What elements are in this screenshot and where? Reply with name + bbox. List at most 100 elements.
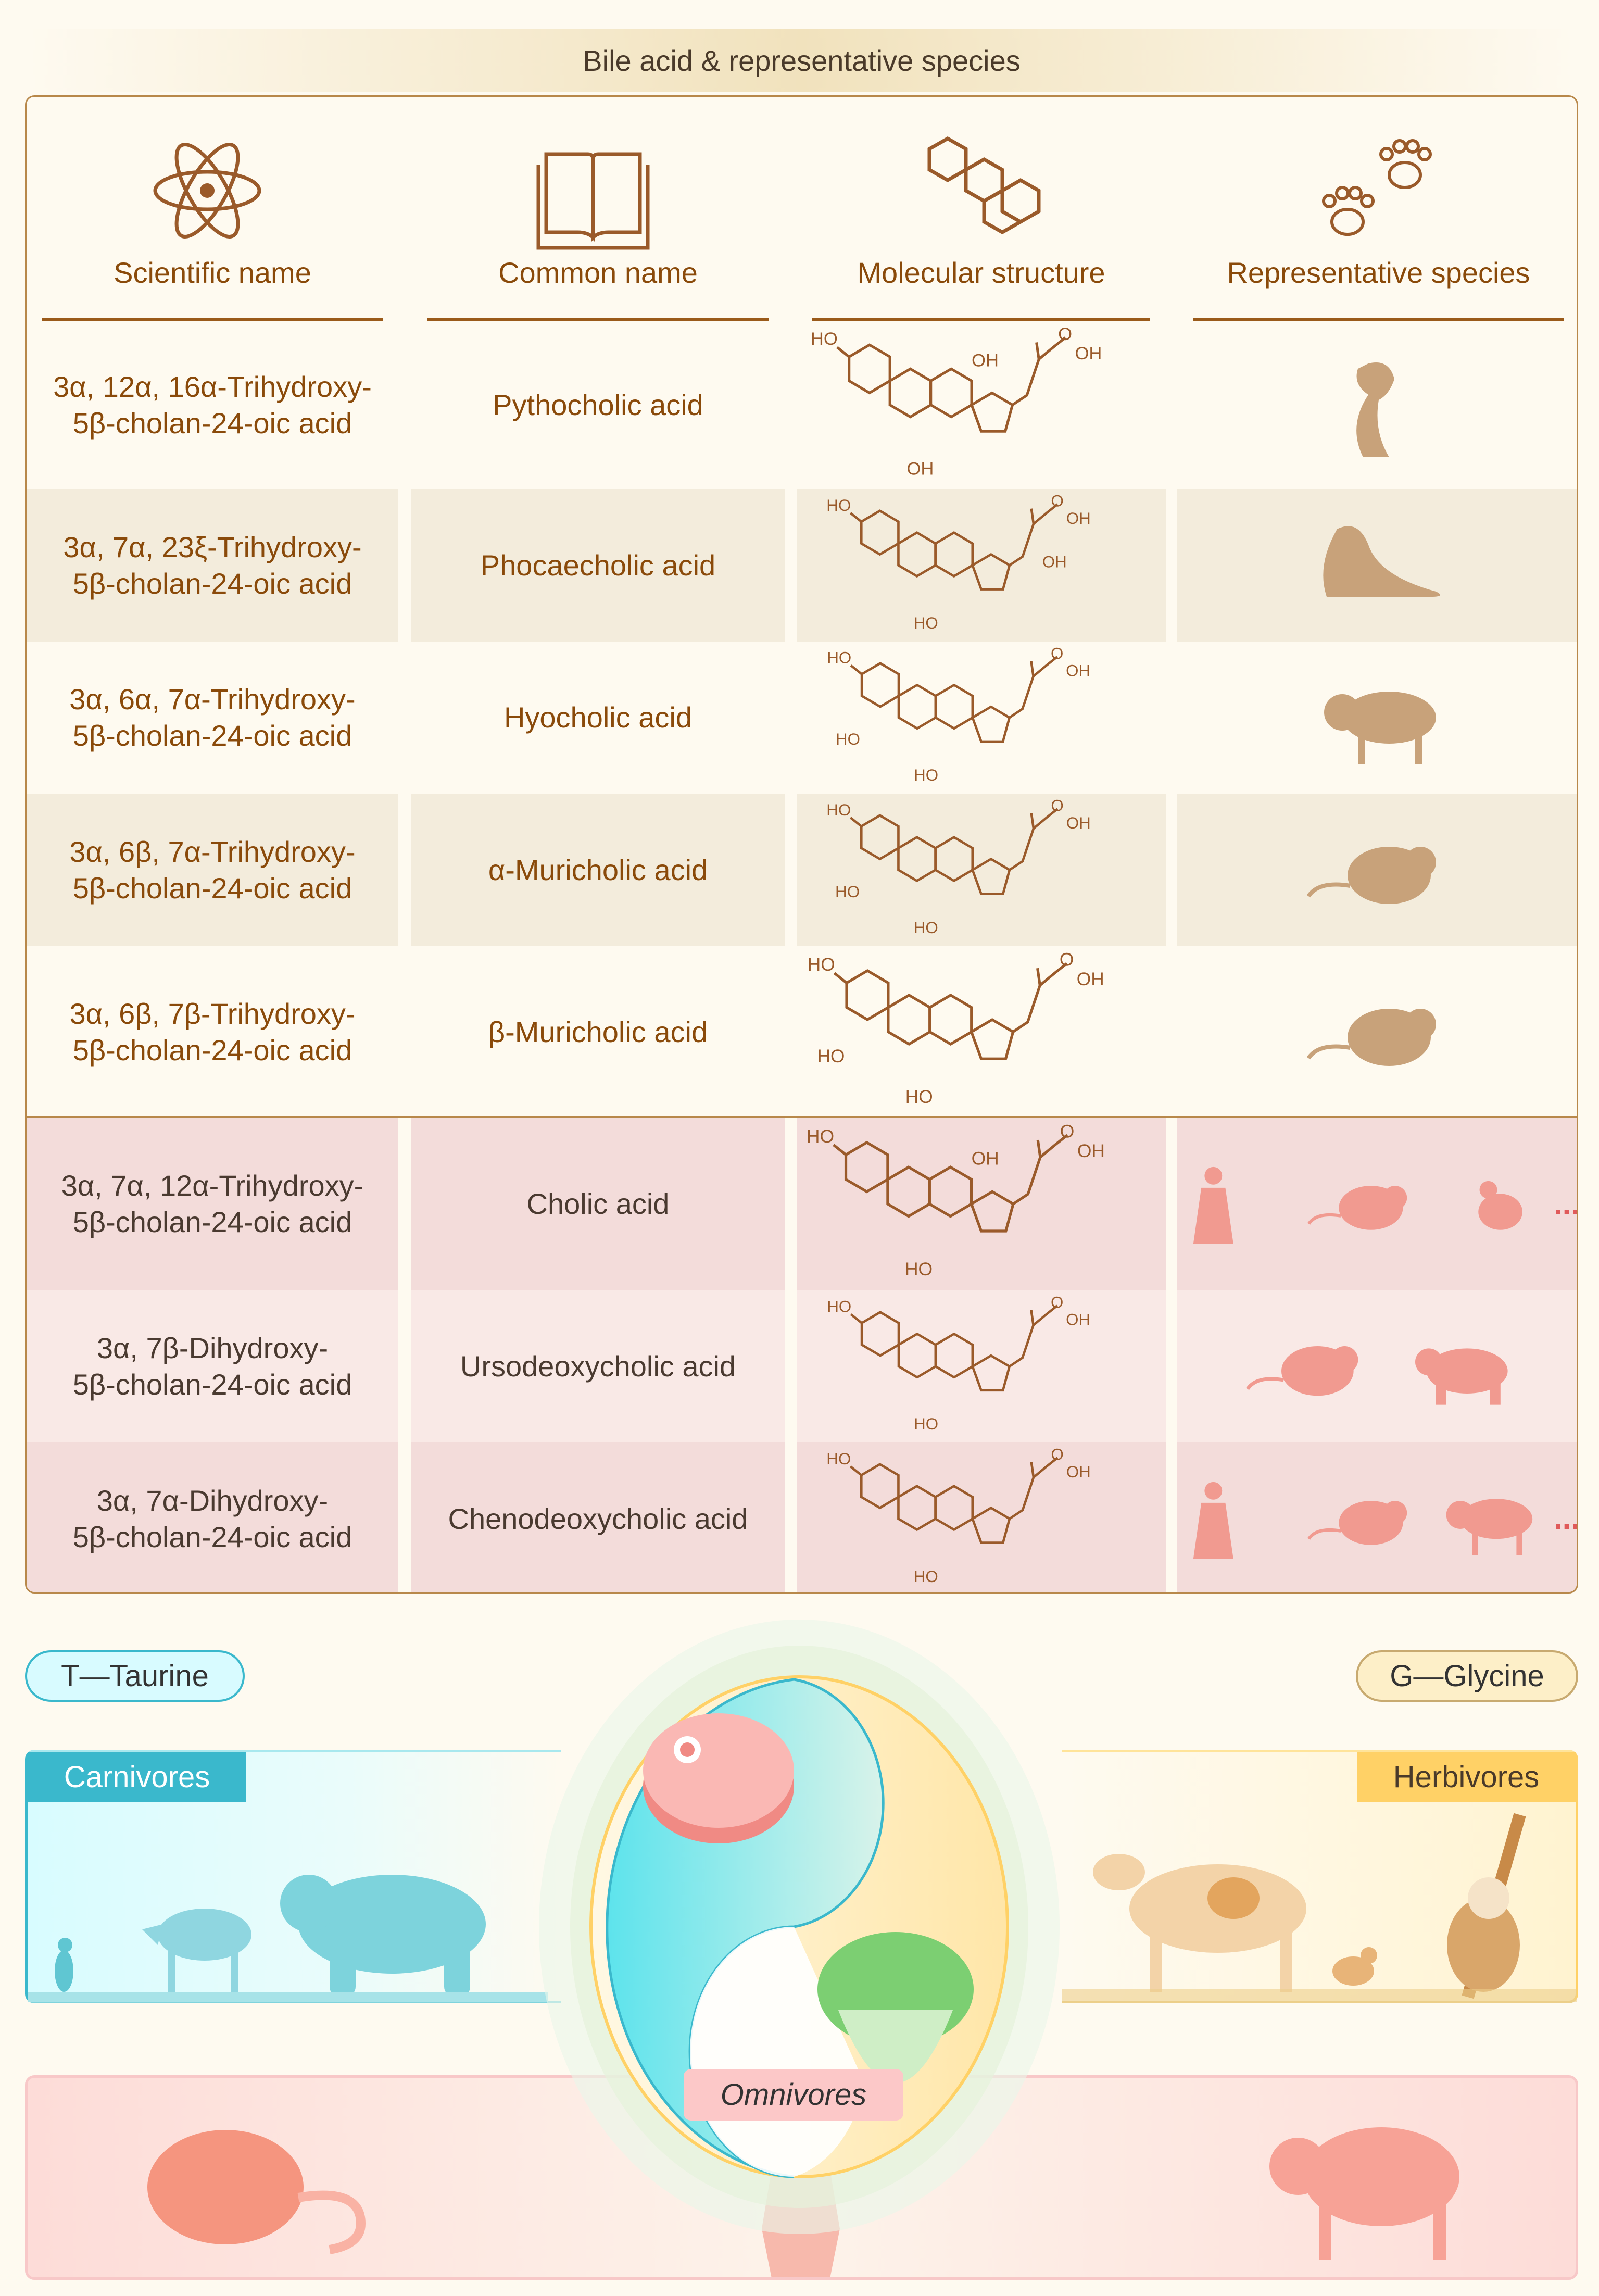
atom-icon bbox=[153, 143, 261, 239]
column-header-scientific-name: Scientific name bbox=[34, 97, 391, 321]
header-underline bbox=[1193, 318, 1564, 321]
cow-icon bbox=[1093, 1854, 1306, 1992]
scientific-name-cell: 3α, 7α-Dihydroxy- 5β-cholan-24-oic acid bbox=[27, 1442, 398, 1592]
scientific-name-line: 5β-cholan-24-oic acid bbox=[72, 1033, 352, 1067]
mouse-icon bbox=[1306, 1008, 1436, 1066]
wolf-icon bbox=[142, 1909, 251, 1992]
pig-icon bbox=[1446, 1498, 1533, 1555]
species-cell bbox=[1177, 1290, 1577, 1442]
structure-label-o: O bbox=[1051, 796, 1063, 814]
common-name-cell: Chenodeoxycholic acid bbox=[411, 1442, 785, 1592]
structure-label-top: HO bbox=[807, 1126, 834, 1147]
structure-label-low: HO bbox=[914, 614, 938, 632]
structure-label-o: O bbox=[1058, 324, 1072, 344]
column-header-representative-species: Representative species bbox=[1185, 97, 1572, 321]
molecular-structure: HO HO HO OOH bbox=[826, 796, 1090, 936]
sloth-icon bbox=[1447, 1813, 1526, 1999]
lettuce-icon bbox=[817, 1932, 974, 2083]
glycine-legend: G—Glycine bbox=[1356, 1650, 1578, 1702]
diet-yin-yang bbox=[539, 1620, 1060, 2234]
structure-label-o: O bbox=[1051, 644, 1063, 662]
bear-icon bbox=[1415, 1348, 1508, 1405]
structure-label-top: HO bbox=[811, 329, 838, 349]
scientific-name-line: 5β-cholan-24-oic acid bbox=[72, 871, 352, 905]
structure-cell: HO OH HO O OH bbox=[797, 1118, 1166, 1290]
human-icon bbox=[1193, 1482, 1233, 1559]
molecular-structure: HO HO OOH bbox=[827, 1293, 1090, 1433]
cat-icon bbox=[55, 1938, 73, 1992]
structure-label-left: HO bbox=[836, 730, 860, 748]
scientific-name-line: 5β-cholan-24-oic acid bbox=[72, 406, 352, 440]
column-header-label: Scientific name bbox=[114, 256, 311, 289]
scientific-name-cell: 3α, 7β-Dihydroxy- 5β-cholan-24-oic acid bbox=[27, 1290, 398, 1442]
scientific-name-line: 5β-cholan-24-oic acid bbox=[72, 1206, 352, 1238]
group-divider bbox=[27, 1116, 1577, 1118]
structure-label-acid: OH bbox=[1066, 662, 1090, 680]
structure-label-o: O bbox=[1060, 1121, 1075, 1141]
scientific-name-line: 3α, 7α, 12α-Trihydroxy- bbox=[61, 1169, 364, 1202]
molecular-structure: HO HO OOH bbox=[826, 1445, 1090, 1586]
molecular-structure: HO HO HO OOH bbox=[827, 644, 1090, 784]
common-name-cell: Phocaecholic acid bbox=[411, 489, 785, 642]
column-header-label: Molecular structure bbox=[857, 256, 1105, 289]
glycine-label: G—Glycine bbox=[1390, 1659, 1544, 1693]
scientific-name-cell: 3α, 6β, 7α-Trihydroxy- 5β-cholan-24-oic a… bbox=[27, 794, 398, 946]
structure-label-low: HO bbox=[914, 1567, 938, 1586]
common-name-cell: Cholic acid bbox=[411, 1118, 785, 1290]
common-name: Chenodeoxycholic acid bbox=[448, 1502, 748, 1535]
species-cell: ... bbox=[1177, 1442, 1577, 1592]
species-cell: ... bbox=[1177, 1118, 1578, 1290]
structure-label-mid: OH bbox=[972, 1148, 999, 1169]
structure-label-o: O bbox=[1051, 492, 1063, 510]
column-header-label: Representative species bbox=[1227, 256, 1530, 289]
more-species-ellipsis: ... bbox=[1554, 1186, 1578, 1221]
carnivores-animals bbox=[28, 1875, 548, 2002]
rabbit-icon bbox=[1332, 1947, 1377, 1986]
structure-label-top: HO bbox=[826, 496, 851, 515]
molecular-structure: HO HO HO OOH bbox=[808, 950, 1104, 1107]
structure-label-acid: OH bbox=[1066, 1311, 1090, 1329]
structure-label-o: O bbox=[1051, 1445, 1063, 1463]
scientific-name-line: 3α, 7β-Dihydroxy- bbox=[96, 1332, 329, 1364]
common-name-cell: α-Muricholic acid bbox=[411, 794, 785, 946]
structure-label-o: O bbox=[1051, 1293, 1063, 1311]
steroid-rings-icon bbox=[927, 136, 1040, 235]
scientific-name-cell: 3α, 7α, 12α-Trihydroxy- 5β-cholan-24-oic … bbox=[27, 1118, 398, 1290]
common-name-cell: Pythocholic acid bbox=[411, 321, 785, 489]
structure-label-acid: OH bbox=[1077, 1140, 1105, 1161]
mouse-icon bbox=[1307, 1186, 1407, 1231]
structure-cell: HO HO O OH bbox=[797, 1442, 1166, 1592]
omnivores-tab: Omnivores bbox=[684, 2069, 903, 2121]
species-cell bbox=[1177, 321, 1577, 489]
bile-acid-table: Scientific name Common name Molecular stru… bbox=[25, 95, 1578, 1594]
structure-label-side: OH bbox=[1042, 553, 1067, 571]
herbivores-panel: Herbivores bbox=[1062, 1750, 1578, 2003]
paw-prints-icon bbox=[1321, 139, 1432, 236]
scientific-name-line: 3α, 12α, 16α-Trihydroxy- bbox=[53, 370, 372, 403]
species-cell bbox=[1177, 794, 1577, 946]
structure-label-low: HO bbox=[914, 1415, 938, 1433]
common-name: β-Muricholic acid bbox=[488, 1015, 708, 1048]
scientific-name-line: 3α, 6β, 7β-Trihydroxy- bbox=[69, 997, 356, 1030]
common-name: Phocaecholic acid bbox=[480, 548, 716, 582]
scientific-name-cell: 3α, 7α, 23ξ-Trihydroxy- 5β-cholan-24-oic … bbox=[27, 489, 398, 642]
herbivores-tab: Herbivores bbox=[1357, 1752, 1576, 1802]
cobra-icon bbox=[1356, 362, 1394, 457]
scientific-name-line: 5β-cholan-24-oic acid bbox=[72, 719, 352, 752]
omnivores-label: Omnivores bbox=[720, 2078, 867, 2112]
meat-steak-icon bbox=[643, 1713, 794, 1843]
figure-title: Bile acid & representative species bbox=[583, 44, 1021, 77]
mouse-icon bbox=[1306, 846, 1436, 904]
structure-cell: HO OH O OH OH bbox=[797, 321, 1166, 489]
header-underline bbox=[812, 318, 1150, 321]
herbivores-animals bbox=[1062, 1813, 1577, 2002]
open-book-icon bbox=[536, 152, 649, 250]
structure-label-top: HO bbox=[827, 1298, 851, 1316]
pig-icon bbox=[1269, 2127, 1459, 2260]
pig-icon bbox=[1324, 692, 1436, 764]
species-cell bbox=[1177, 489, 1577, 642]
scientific-name-cell: 3α, 6α, 7α-Trihydroxy- 5β-cholan-24-oic a… bbox=[27, 642, 398, 794]
carnivores-panel: Carnivores bbox=[25, 1750, 561, 2003]
